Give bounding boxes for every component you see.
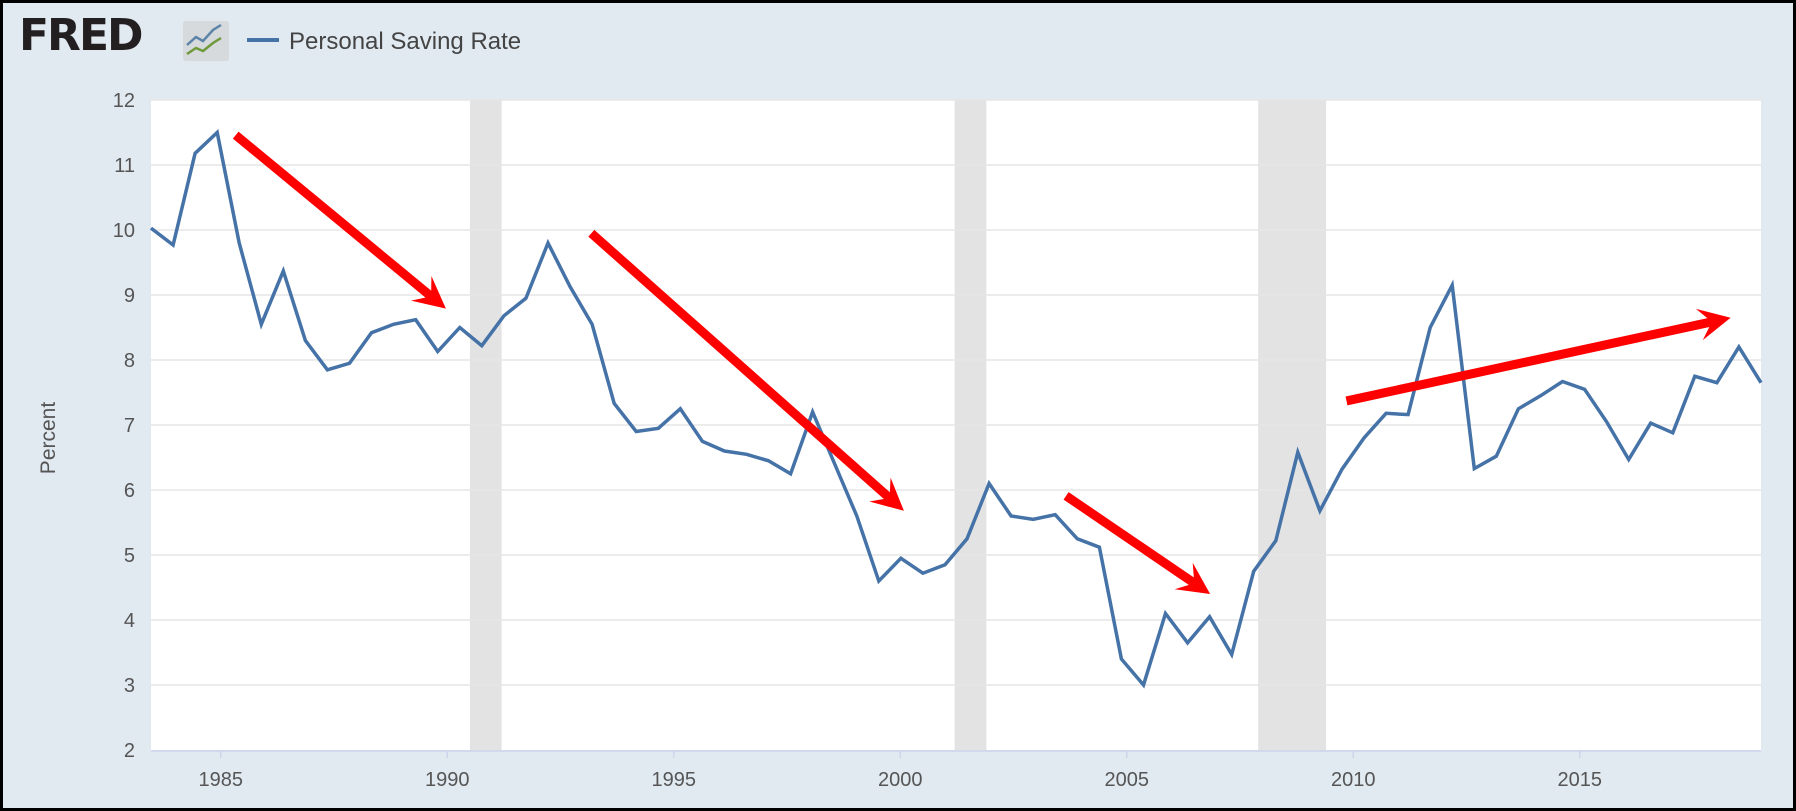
y-tick-label: 9 (124, 285, 135, 307)
series-layer (149, 129, 1763, 689)
x-tick-label: 1985 (199, 769, 244, 791)
y-axis-label: Percent (37, 402, 60, 475)
annotation-arrows (232, 131, 1731, 594)
x-tick-label: 2005 (1105, 769, 1150, 791)
x-axis-ticks: 1985 1990 1995 2000 2005 2010 2015 (199, 750, 1603, 791)
series-line-personal-saving-rate (149, 129, 1763, 689)
trend-arrow (1345, 308, 1731, 406)
arrow-shaft (232, 131, 440, 305)
trend-arrow (232, 131, 446, 309)
fred-logo-text: FRED (19, 10, 142, 61)
arrow-head (869, 477, 904, 511)
x-tick-label: 2000 (878, 769, 923, 791)
y-tick-label: 4 (124, 610, 135, 632)
gridlines (151, 99, 1761, 686)
fred-chart-frame: FRED Personal Saving Rate 2 3 4 5 6 7 8 9 10 11 12… (3, 3, 1793, 808)
x-tick-label: 2010 (1331, 769, 1376, 791)
arrow-head (411, 275, 446, 309)
arrow-shaft (588, 229, 898, 507)
y-tick-label: 6 (124, 480, 135, 502)
y-tick-label: 12 (113, 90, 135, 112)
x-tick-label: 2015 (1558, 769, 1603, 791)
trend-arrow (1063, 492, 1211, 594)
trend-arrow (588, 229, 904, 511)
arrow-shaft (1063, 492, 1203, 591)
y-tick-label: 2 (124, 740, 135, 762)
y-tick-label: 5 (124, 545, 135, 567)
y-tick-label: 10 (113, 220, 135, 242)
fred-logo-chart-icon (183, 21, 229, 61)
fred-logo[interactable]: FRED (19, 10, 229, 61)
arrow-head (1174, 562, 1211, 594)
arrow-head (1695, 308, 1731, 341)
y-tick-label: 11 (114, 155, 135, 177)
arrow-shaft (1345, 315, 1720, 406)
y-tick-label: 3 (124, 675, 135, 697)
x-tick-label: 1995 (652, 769, 697, 791)
y-tick-label: 8 (124, 350, 135, 372)
chart-svg: FRED Personal Saving Rate 2 3 4 5 6 7 8 9 10 11 12… (19, 10, 1763, 791)
legend-label: Personal Saving Rate (289, 28, 521, 55)
y-axis-ticks: 2 3 4 5 6 7 8 9 10 11 12 (113, 90, 135, 762)
x-tick-label: 1990 (425, 769, 470, 791)
legend: Personal Saving Rate (247, 28, 521, 55)
y-tick-label: 7 (124, 415, 135, 437)
